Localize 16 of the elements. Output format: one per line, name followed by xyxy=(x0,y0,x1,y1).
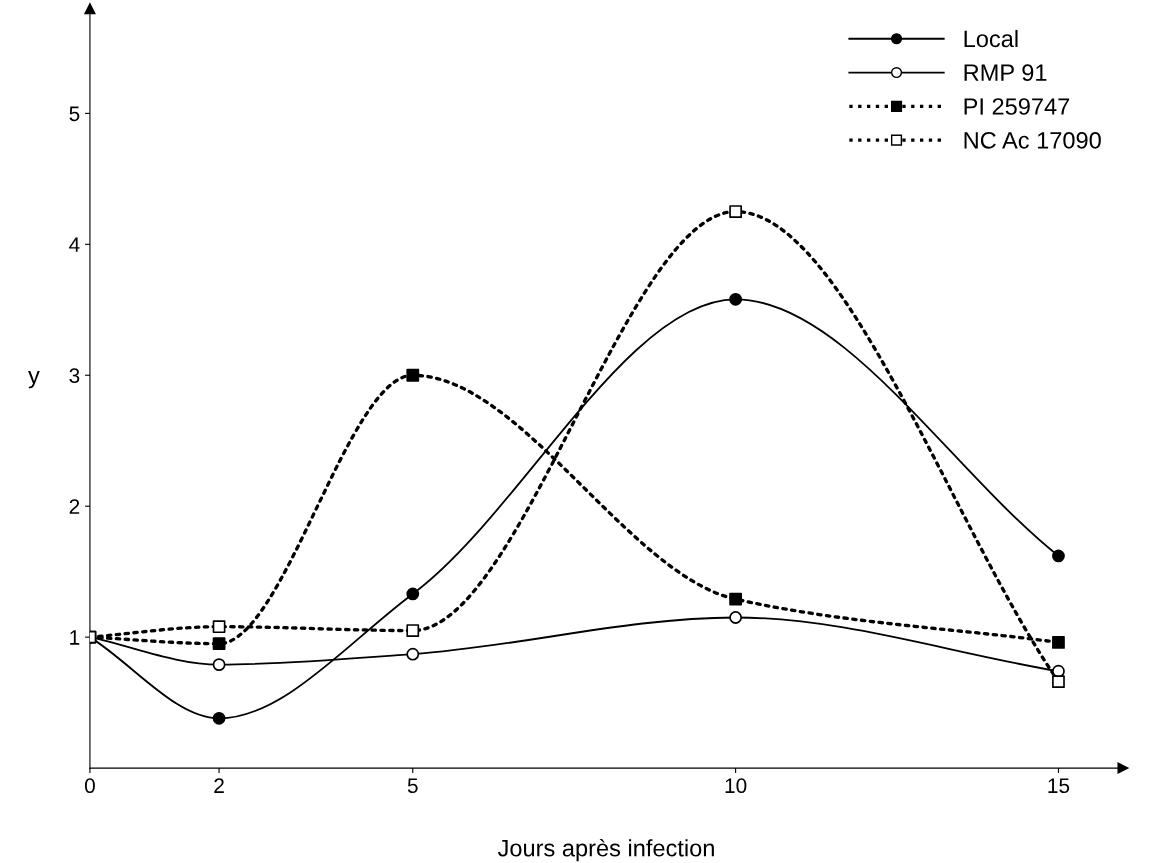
x-axis-title: Jours après infection xyxy=(497,838,714,862)
legend-label: PI 259747 xyxy=(964,98,1070,115)
y-tick-label: 4 xyxy=(69,237,80,252)
y-axis-title: y xyxy=(28,370,40,389)
x-tick-label: 5 xyxy=(407,778,418,794)
x-tick-label: 15 xyxy=(1048,778,1070,794)
y-tick-label: 2 xyxy=(69,499,80,514)
x-tick-label: 0 xyxy=(84,778,95,794)
legend-label: Local xyxy=(964,29,1018,48)
x-tick-label: 10 xyxy=(725,778,747,794)
x-tick-label: 2 xyxy=(214,778,224,793)
y-tick-label: 5 xyxy=(69,106,80,122)
legend-label: RMP 91 xyxy=(964,64,1047,82)
legend-label: NC Ac 17090 xyxy=(964,131,1101,149)
y-tick-label: 3 xyxy=(69,368,80,384)
y-tick-label: 1 xyxy=(70,630,80,645)
